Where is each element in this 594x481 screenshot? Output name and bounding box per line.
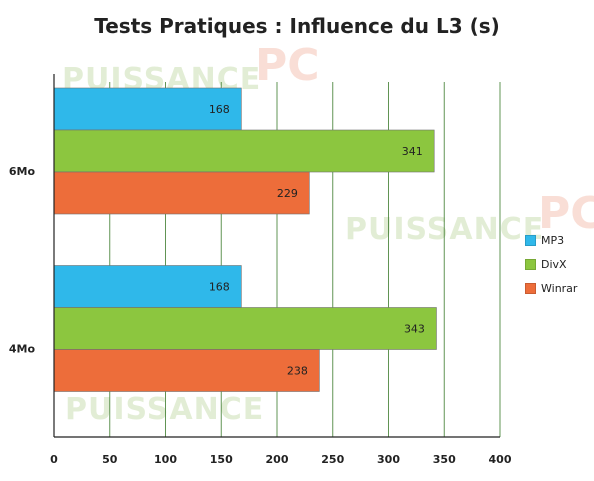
bar bbox=[53, 307, 437, 350]
bar bbox=[53, 349, 320, 392]
data-label: 343 bbox=[404, 323, 425, 336]
x-tick-label: 200 bbox=[266, 453, 289, 466]
x-tick-label: 100 bbox=[154, 453, 177, 466]
x-tick-label: 300 bbox=[377, 453, 400, 466]
legend-label: DivX bbox=[541, 257, 567, 271]
chart-title: Tests Pratiques : Influence du L3 (s) bbox=[94, 14, 500, 38]
x-tick-label: 350 bbox=[433, 453, 456, 466]
bar bbox=[53, 129, 435, 173]
x-tick-label: 150 bbox=[210, 453, 233, 466]
data-label: 341 bbox=[402, 145, 423, 158]
data-label: 168 bbox=[209, 103, 230, 116]
legend-swatch bbox=[525, 234, 536, 246]
x-tick-label: 400 bbox=[489, 453, 512, 466]
category-label: 6Mo bbox=[9, 165, 36, 178]
legend-swatch bbox=[525, 282, 536, 294]
legend-item: Winrar bbox=[525, 276, 577, 300]
legend-item: DivX bbox=[525, 252, 577, 276]
data-label: 168 bbox=[209, 281, 230, 294]
legend-swatch bbox=[525, 258, 536, 270]
data-label: 229 bbox=[277, 187, 298, 200]
bar bbox=[53, 265, 242, 308]
legend-item: MP3 bbox=[525, 228, 577, 252]
x-tick-label: 50 bbox=[102, 453, 118, 466]
x-tick-label: 0 bbox=[50, 453, 58, 466]
legend-label: MP3 bbox=[541, 233, 565, 247]
legend-label: Winrar bbox=[541, 281, 578, 295]
watermark-accent-mid: PC bbox=[538, 188, 594, 239]
bar bbox=[53, 171, 310, 215]
watermark-text-bottom: PUISSANCE bbox=[65, 392, 265, 427]
watermark-accent-top: PC bbox=[255, 40, 320, 91]
legend: MP3 DivX Winrar bbox=[525, 228, 577, 300]
data-label: 238 bbox=[287, 365, 308, 378]
x-tick-label: 250 bbox=[321, 453, 344, 466]
category-label: 4Mo bbox=[9, 342, 36, 355]
